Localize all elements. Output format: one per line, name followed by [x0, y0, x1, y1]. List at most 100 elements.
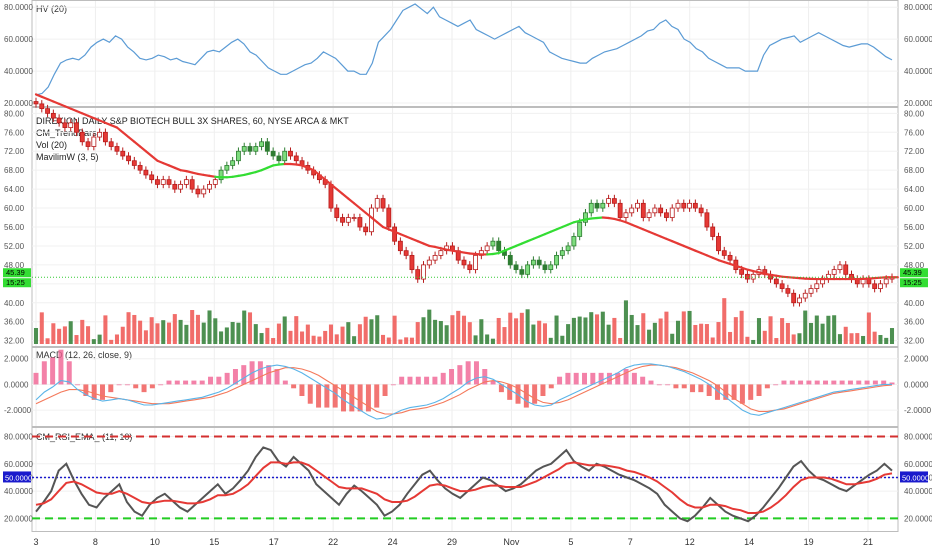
- candle-body: [843, 264, 849, 275]
- macd-hist-bar: [316, 384, 322, 408]
- y-tick-right: 60.0000: [904, 35, 932, 44]
- volume-bar: [276, 323, 281, 344]
- y-tick-right: 60.00: [904, 204, 925, 213]
- volume-bar: [219, 331, 224, 344]
- indicator-label-mavilim: MavilimW (3, 5): [36, 152, 99, 162]
- volume-bar: [861, 335, 866, 344]
- candle-body: [530, 259, 536, 266]
- candle-body: [207, 183, 212, 190]
- macd-hist-bar: [598, 372, 604, 385]
- candle-body: [739, 269, 745, 275]
- volume-bar: [375, 315, 380, 344]
- volume-bar: [74, 335, 79, 344]
- candle-body: [872, 283, 878, 289]
- candle-body: [802, 292, 808, 299]
- macd-hist-bar: [457, 365, 463, 385]
- volume-bar: [803, 310, 808, 344]
- y-tick-left: 20.0000: [4, 514, 33, 523]
- volume-bar: [566, 324, 571, 344]
- candle-body: [403, 250, 409, 256]
- candle-body: [623, 212, 629, 218]
- volume-bar: [161, 320, 166, 344]
- candle-body: [583, 212, 588, 223]
- x-tick-label: Nov: [503, 537, 520, 547]
- volume-bar: [496, 317, 501, 344]
- candle-body: [45, 108, 50, 114]
- candle-body: [85, 141, 91, 147]
- volume-bar: [51, 323, 56, 344]
- candle-body: [68, 122, 74, 128]
- macd-hist-bar: [789, 380, 795, 385]
- volume-bar: [490, 338, 495, 344]
- volume-bar: [629, 314, 634, 344]
- rsi-line: [35, 446, 893, 523]
- volume-bar: [600, 311, 605, 344]
- macd-hist-bar: [806, 380, 812, 385]
- volume-bar: [635, 325, 640, 344]
- candle-body: [236, 150, 241, 162]
- volume-bar: [120, 326, 125, 344]
- candle-body: [525, 264, 531, 275]
- volume-bar: [722, 298, 727, 344]
- macd-hist-bar: [856, 380, 862, 385]
- volume-bar: [213, 318, 218, 344]
- price-title: DIREXION DAILY S&P BIOTECH BULL 3X SHARE…: [36, 116, 349, 126]
- macd-hist-bar: [449, 369, 455, 385]
- y-tick-left: 76.00: [4, 128, 25, 137]
- candle-body: [426, 259, 432, 266]
- volume-bar: [571, 317, 576, 344]
- ma-segment: [312, 169, 321, 177]
- candle-body: [432, 255, 438, 261]
- volume-bar: [560, 335, 565, 344]
- volume-bar: [473, 335, 478, 344]
- candle-body: [611, 198, 617, 204]
- volume-bar: [247, 312, 253, 344]
- macd-hist-bar: [814, 380, 820, 385]
- macd-hist-bar: [432, 376, 438, 385]
- macd-hist-bar: [681, 384, 687, 389]
- volume-bar: [785, 322, 790, 344]
- candle-body: [351, 217, 357, 219]
- volume-bar: [340, 326, 345, 344]
- candle-body: [172, 183, 178, 190]
- volume-bar: [814, 315, 819, 344]
- volume-bar: [167, 322, 172, 344]
- ma-segment: [358, 206, 367, 214]
- macd-hist-bar: [216, 376, 222, 385]
- candle-body: [664, 212, 669, 218]
- candle-body: [669, 207, 675, 218]
- candle-body: [253, 146, 259, 152]
- macd-hist-bar: [590, 372, 596, 385]
- y-tick-left: 36.00: [4, 318, 25, 327]
- volume-bar: [780, 318, 785, 344]
- volume-bar: [86, 326, 91, 344]
- volume-bar: [178, 319, 183, 344]
- volume-bar: [33, 328, 39, 344]
- macd-hist-bar: [374, 384, 380, 408]
- volume-bar: [670, 333, 675, 344]
- volume-bar: [647, 329, 652, 344]
- macd-hist-bar: [199, 380, 205, 385]
- volume-bar: [843, 326, 848, 344]
- volume-bar: [658, 318, 663, 344]
- y-tick-left: 32.00: [4, 337, 25, 346]
- macd-title: MACD (12, 26, close, 9): [36, 350, 132, 360]
- macd-hist-bar: [66, 361, 72, 385]
- macd-hist-bar: [582, 372, 587, 385]
- macd-hist-bar: [656, 384, 662, 386]
- volume-bar: [739, 310, 744, 344]
- volume-bar: [433, 319, 438, 344]
- candle-body: [461, 259, 467, 266]
- ma-segment: [324, 178, 333, 186]
- volume-bar: [155, 323, 160, 344]
- volume-bar: [612, 317, 617, 344]
- macd-hist-bar: [839, 380, 845, 385]
- y-tick-right: 36.00: [904, 318, 925, 327]
- x-tick-label: 10: [150, 537, 160, 547]
- candle-body: [241, 146, 247, 152]
- macd-hist-bar: [606, 372, 612, 385]
- macd-hist-bar: [174, 380, 180, 385]
- candle-body: [536, 259, 542, 266]
- volume-bar: [728, 331, 733, 344]
- candle-body: [137, 165, 143, 171]
